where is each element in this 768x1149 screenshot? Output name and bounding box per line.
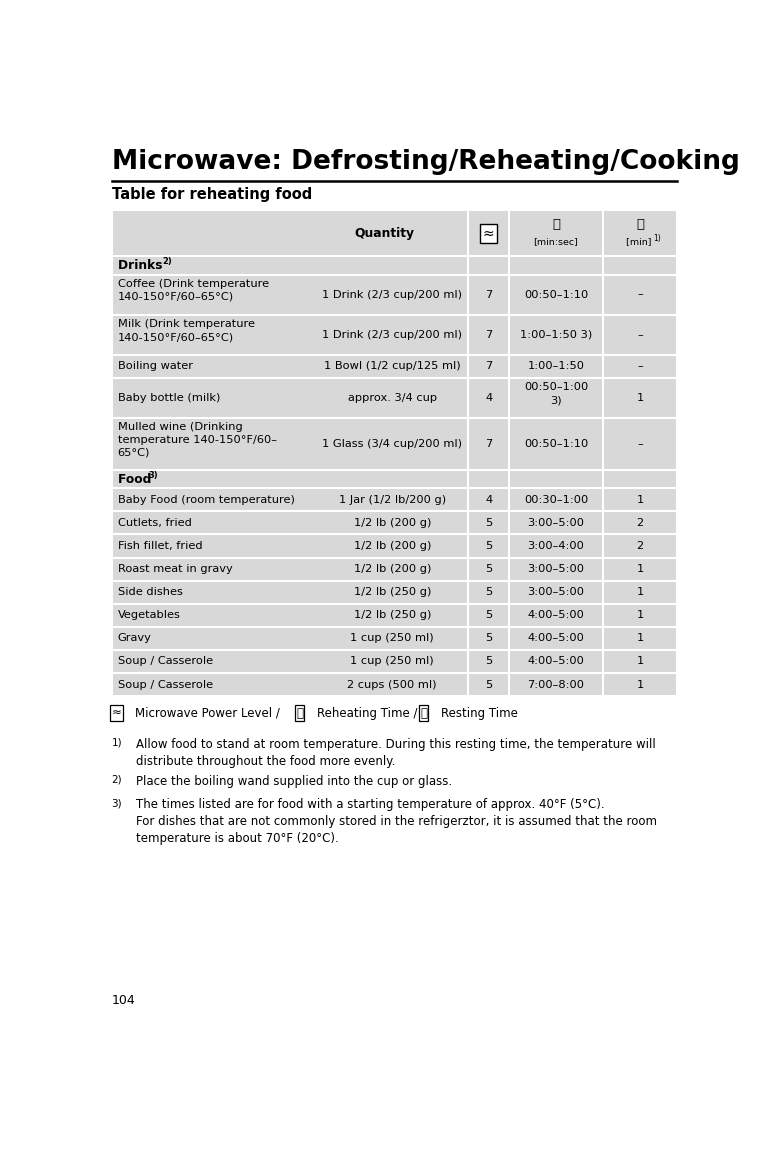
Text: 00:30–1:00: 00:30–1:00 bbox=[524, 495, 588, 504]
Text: [min:sec]: [min:sec] bbox=[534, 238, 578, 246]
Text: Cutlets, fried: Cutlets, fried bbox=[118, 518, 191, 527]
Text: Vegetables: Vegetables bbox=[118, 610, 180, 620]
Text: approx. 3/4 cup: approx. 3/4 cup bbox=[348, 393, 437, 403]
Text: 00:50–1:10: 00:50–1:10 bbox=[524, 290, 588, 300]
Text: [min]: [min] bbox=[626, 238, 654, 246]
Text: 5: 5 bbox=[485, 656, 492, 666]
Text: 4:00–5:00: 4:00–5:00 bbox=[528, 610, 584, 620]
Text: 1 Bowl (1/2 cup/125 ml): 1 Bowl (1/2 cup/125 ml) bbox=[324, 361, 461, 371]
Text: 1: 1 bbox=[636, 679, 644, 689]
Text: 4: 4 bbox=[485, 495, 492, 504]
Text: 1): 1) bbox=[653, 234, 660, 244]
Text: 1: 1 bbox=[636, 656, 644, 666]
Text: Table for reheating food: Table for reheating food bbox=[111, 187, 312, 202]
Text: ⌚: ⌚ bbox=[296, 707, 303, 719]
Text: 00:50–1:10: 00:50–1:10 bbox=[524, 439, 588, 449]
Text: Soup / Casserole: Soup / Casserole bbox=[118, 679, 213, 689]
Text: 3): 3) bbox=[149, 471, 158, 480]
Text: Gravy: Gravy bbox=[118, 633, 151, 643]
Text: 5: 5 bbox=[485, 518, 492, 527]
Text: Quantity: Quantity bbox=[355, 226, 415, 240]
Text: The times listed are for food with a starting temperature of approx. 40°F (5°C).: The times listed are for food with a sta… bbox=[136, 799, 657, 846]
Text: 1:00–1:50: 1:00–1:50 bbox=[528, 361, 584, 371]
Text: 1: 1 bbox=[636, 633, 644, 643]
Text: 2): 2) bbox=[163, 257, 172, 267]
Text: 1/2 lb (250 g): 1/2 lb (250 g) bbox=[353, 587, 431, 597]
Text: Microwave: Defrosting/Reheating/Cooking: Microwave: Defrosting/Reheating/Cooking bbox=[111, 148, 740, 175]
Text: 1 Drink (2/3 cup/200 ml): 1 Drink (2/3 cup/200 ml) bbox=[323, 290, 462, 300]
Text: 5: 5 bbox=[485, 564, 492, 574]
Text: Milk (Drink temperature
140-150°F/60–65°C): Milk (Drink temperature 140-150°F/60–65°… bbox=[118, 319, 255, 342]
Text: 3:00–5:00: 3:00–5:00 bbox=[528, 518, 584, 527]
Text: Allow food to stand at room temperature. During this resting time, the temperatu: Allow food to stand at room temperature.… bbox=[136, 738, 656, 768]
Text: –: – bbox=[637, 361, 643, 371]
Text: 3:00–4:00: 3:00–4:00 bbox=[528, 541, 584, 552]
Text: Drinks: Drinks bbox=[118, 259, 167, 272]
Text: 3): 3) bbox=[111, 799, 122, 808]
Text: 2 cups (500 ml): 2 cups (500 ml) bbox=[347, 679, 437, 689]
Text: 2): 2) bbox=[111, 774, 122, 785]
Text: ⌚: ⌚ bbox=[552, 218, 560, 231]
Text: ⌛: ⌛ bbox=[636, 218, 644, 231]
Text: 1: 1 bbox=[636, 587, 644, 597]
Text: 1 Glass (3/4 cup/200 ml): 1 Glass (3/4 cup/200 ml) bbox=[323, 439, 462, 449]
Text: 5: 5 bbox=[485, 633, 492, 643]
Text: Place the boiling wand supplied into the cup or glass.: Place the boiling wand supplied into the… bbox=[136, 774, 452, 788]
Text: 00:50–1:00
3): 00:50–1:00 3) bbox=[524, 383, 588, 406]
Text: 7:00–8:00: 7:00–8:00 bbox=[528, 679, 584, 689]
Text: 7: 7 bbox=[485, 290, 492, 300]
Text: 1): 1) bbox=[111, 738, 122, 748]
Text: 1 Drink (2/3 cup/200 ml): 1 Drink (2/3 cup/200 ml) bbox=[323, 330, 462, 340]
Text: –: – bbox=[637, 290, 643, 300]
Text: 3:00–5:00: 3:00–5:00 bbox=[528, 587, 584, 597]
Text: 4:00–5:00: 4:00–5:00 bbox=[528, 656, 584, 666]
Text: –: – bbox=[637, 330, 643, 340]
Text: 4: 4 bbox=[485, 393, 492, 403]
Text: Roast meat in gravy: Roast meat in gravy bbox=[118, 564, 233, 574]
Text: 7: 7 bbox=[485, 439, 492, 449]
Text: Side dishes: Side dishes bbox=[118, 587, 183, 597]
Text: Baby bottle (milk): Baby bottle (milk) bbox=[118, 393, 220, 403]
Text: Boiling water: Boiling water bbox=[118, 361, 193, 371]
Text: 4:00–5:00: 4:00–5:00 bbox=[528, 633, 584, 643]
Text: 1/2 lb (200 g): 1/2 lb (200 g) bbox=[353, 518, 431, 527]
FancyBboxPatch shape bbox=[111, 210, 677, 696]
Text: 1: 1 bbox=[636, 610, 644, 620]
Text: 1 cup (250 ml): 1 cup (250 ml) bbox=[350, 656, 434, 666]
Text: 104: 104 bbox=[111, 994, 135, 1008]
Text: Mulled wine (Drinking
temperature 140-150°F/60–
65°C): Mulled wine (Drinking temperature 140-15… bbox=[118, 423, 276, 458]
Text: Food: Food bbox=[118, 472, 155, 486]
Text: ≈: ≈ bbox=[483, 226, 495, 240]
Text: 2: 2 bbox=[637, 541, 644, 552]
Text: 1/2 lb (200 g): 1/2 lb (200 g) bbox=[353, 564, 431, 574]
Text: 5: 5 bbox=[485, 610, 492, 620]
Text: Soup / Casserole: Soup / Casserole bbox=[118, 656, 213, 666]
Text: Microwave Power Level /: Microwave Power Level / bbox=[134, 707, 283, 719]
Text: 3:00–5:00: 3:00–5:00 bbox=[528, 564, 584, 574]
Text: Baby Food (room temperature): Baby Food (room temperature) bbox=[118, 495, 295, 504]
Text: 1: 1 bbox=[636, 393, 644, 403]
Text: 7: 7 bbox=[485, 330, 492, 340]
Text: 1 cup (250 ml): 1 cup (250 ml) bbox=[350, 633, 434, 643]
Text: 5: 5 bbox=[485, 679, 492, 689]
Text: –: – bbox=[637, 439, 643, 449]
Text: 1/2 lb (200 g): 1/2 lb (200 g) bbox=[353, 541, 431, 552]
Text: ≈: ≈ bbox=[111, 707, 121, 719]
Text: 5: 5 bbox=[485, 541, 492, 552]
Text: 1: 1 bbox=[636, 495, 644, 504]
Text: 5: 5 bbox=[485, 587, 492, 597]
Text: 1 Jar (1/2 lb/200 g): 1 Jar (1/2 lb/200 g) bbox=[339, 495, 445, 504]
Text: 1:00–1:50 3): 1:00–1:50 3) bbox=[520, 330, 592, 340]
Text: 1/2 lb (250 g): 1/2 lb (250 g) bbox=[353, 610, 431, 620]
Text: 7: 7 bbox=[485, 361, 492, 371]
Text: 1: 1 bbox=[636, 564, 644, 574]
Text: Reheating Time /: Reheating Time / bbox=[317, 707, 421, 719]
Text: Fish fillet, fried: Fish fillet, fried bbox=[118, 541, 202, 552]
Text: Resting Time: Resting Time bbox=[441, 707, 518, 719]
Text: Coffee (Drink temperature
140-150°F/60–65°C): Coffee (Drink temperature 140-150°F/60–6… bbox=[118, 279, 269, 302]
Text: 2: 2 bbox=[637, 518, 644, 527]
Text: ⌛: ⌛ bbox=[420, 707, 427, 719]
